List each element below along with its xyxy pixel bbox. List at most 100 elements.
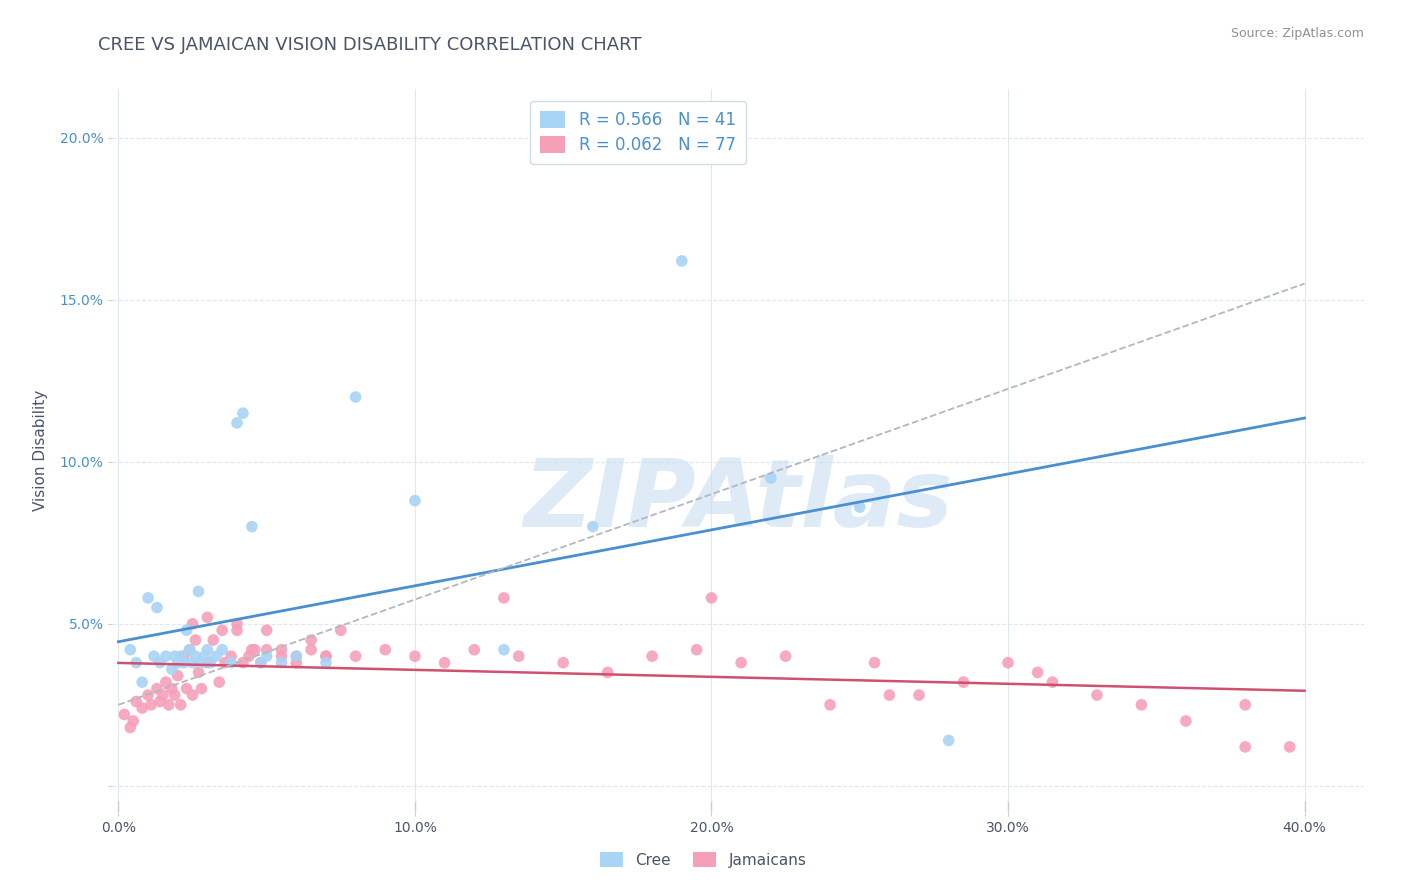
Point [329,624,352,638]
Point [120,721,142,735]
Point [170,649,193,664]
Point [249,656,271,670]
Point [285,649,308,664]
Point [205,649,228,664]
Point [582,519,605,533]
Point [173,656,195,670]
Point [344,649,367,664]
Point [270,642,292,657]
Point [818,698,841,712]
Point [176,624,198,638]
Point [238,649,260,664]
Point [508,649,530,664]
Point [775,649,797,664]
Point [1042,675,1064,690]
Point [256,624,278,638]
Point [270,656,292,670]
Point [170,698,193,712]
Point [1278,739,1301,754]
Point [1234,739,1257,754]
Point [131,701,153,715]
Point [160,681,183,696]
Point [181,688,204,702]
Point [122,714,145,728]
Point [1174,714,1197,728]
Point [463,642,485,657]
Point [553,656,575,670]
Text: Source: ZipAtlas.com: Source: ZipAtlas.com [1230,27,1364,40]
Point [195,610,218,624]
Point [179,642,201,657]
Point [1130,698,1153,712]
Point [149,695,172,709]
Point [155,675,177,690]
Point [671,254,693,268]
Point [256,649,278,664]
Point [863,656,886,670]
Point [256,642,278,657]
Point [146,681,169,696]
Point [938,733,960,747]
Point [152,688,174,702]
Point [211,642,233,657]
Point [184,649,207,664]
Point [299,642,322,657]
Point [146,600,169,615]
Point [1234,698,1257,712]
Point [181,656,204,670]
Point [131,675,153,690]
Point [492,591,515,605]
Point [404,649,426,664]
Point [120,642,142,657]
Point [155,649,177,664]
Text: ZIPAtlas: ZIPAtlas [523,455,953,547]
Point [163,649,186,664]
Point [181,616,204,631]
Point [270,649,292,664]
Point [200,656,222,670]
Point [952,675,974,690]
Point [179,642,201,657]
Point [243,642,266,657]
Point [374,642,396,657]
Legend: Cree, Jamaicans: Cree, Jamaicans [592,844,814,875]
Point [163,688,186,702]
Point [202,632,225,647]
Y-axis label: Vision Disability: Vision Disability [34,390,48,511]
Point [759,471,782,485]
Point [112,707,135,722]
Point [997,656,1019,670]
Point [195,642,218,657]
Point [190,681,212,696]
Point [176,681,198,696]
Point [125,656,148,670]
Point [433,656,456,670]
Point [232,656,254,670]
Text: CREE VS JAMAICAN VISION DISABILITY CORRELATION CHART: CREE VS JAMAICAN VISION DISABILITY CORRE… [98,36,643,54]
Point [184,632,207,647]
Point [232,406,254,420]
Point [125,695,148,709]
Point [240,519,263,533]
Point [285,649,308,664]
Point [136,591,159,605]
Point [685,642,707,657]
Point [596,665,619,680]
Point [149,656,172,670]
Point [285,656,308,670]
Point [1085,688,1108,702]
Point [226,616,249,631]
Point [226,416,249,430]
Point [187,584,209,599]
Point [157,698,180,712]
Point [240,642,263,657]
Point [249,656,271,670]
Point [908,688,931,702]
Point [226,624,249,638]
Point [187,665,209,680]
Point [219,656,242,670]
Point [730,656,752,670]
Point [166,656,188,670]
Point [173,649,195,664]
Point [492,642,515,657]
